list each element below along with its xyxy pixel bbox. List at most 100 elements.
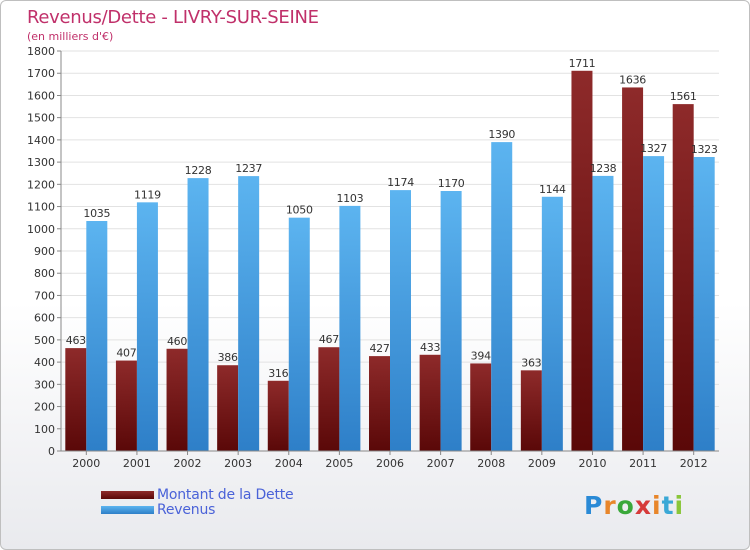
revenue-bar	[339, 205, 361, 451]
y-tick-label: 1100	[27, 201, 55, 214]
y-tick-label: 1600	[27, 89, 55, 102]
y-tick-label: 1300	[27, 156, 55, 169]
logo-letter: i	[674, 491, 685, 520]
y-tick-label: 1200	[27, 178, 55, 191]
y-tick-label: 400	[34, 356, 55, 369]
logo-letter: t	[661, 491, 675, 520]
debt-value-label: 1711	[569, 57, 596, 70]
debt-value-label: 394	[471, 349, 491, 362]
revenue-bar	[86, 221, 108, 451]
x-tick-label: 2003	[224, 457, 252, 470]
legend-label-debt: Montant de la Dette	[157, 486, 294, 503]
revenue-bar	[187, 178, 209, 451]
logo-letter: o	[616, 491, 635, 520]
debt-value-label: 433	[420, 341, 440, 354]
revenue-value-label: 1323	[691, 143, 718, 156]
revenue-value-label: 1238	[590, 162, 617, 175]
debt-bar	[369, 356, 390, 451]
debt-bar	[166, 348, 188, 451]
x-tick-label: 2001	[123, 457, 151, 470]
x-tick-label: 2007	[427, 457, 455, 470]
debt-value-label: 467	[319, 333, 339, 346]
y-tick-label: 1500	[27, 112, 55, 125]
debt-value-label: 1561	[670, 90, 697, 103]
debt-value-label: 407	[116, 347, 136, 360]
debt-bar	[318, 347, 340, 451]
debt-bar	[571, 70, 593, 452]
y-tick-label: 1800	[27, 45, 55, 58]
revenue-value-label: 1237	[235, 162, 262, 175]
revenue-value-label: 1144	[539, 183, 566, 196]
revenue-value-label: 1103	[336, 192, 363, 205]
revenue-bar	[288, 217, 310, 451]
y-tick-label: 1400	[27, 134, 55, 147]
debt-bar	[217, 365, 239, 451]
y-tick-label: 1000	[27, 223, 55, 236]
x-tick-label: 2009	[528, 457, 556, 470]
revenue-bar	[491, 142, 513, 451]
debt-value-label: 460	[167, 335, 187, 348]
legend-swatch-revenue	[101, 505, 154, 514]
x-tick-label: 2002	[174, 457, 202, 470]
legend-item-debt: Montant de la Dette	[101, 486, 294, 503]
revenue-bar	[440, 191, 462, 451]
x-tick-label: 2005	[325, 457, 353, 470]
debt-value-label: 363	[521, 356, 541, 369]
legend-label-revenue: Revenus	[157, 501, 216, 518]
x-tick-label: 2012	[680, 457, 708, 470]
revenue-value-label: 1390	[488, 128, 515, 141]
legend-swatch-debt	[101, 490, 154, 499]
debt-bar	[470, 363, 492, 451]
revenue-bar	[693, 157, 715, 451]
y-tick-label: 200	[34, 401, 55, 414]
y-tick-label: 700	[34, 289, 55, 302]
x-tick-label: 2004	[275, 457, 303, 470]
debt-bar	[672, 104, 694, 451]
x-tick-label: 2011	[629, 457, 657, 470]
debt-bar	[65, 348, 87, 451]
revenue-bar	[592, 175, 614, 451]
y-tick-label: 100	[34, 423, 55, 436]
debt-value-label: 316	[268, 367, 288, 380]
y-tick-label: 0	[48, 445, 55, 458]
logo-letter: i	[652, 491, 662, 520]
revenue-bar	[390, 190, 411, 451]
revenue-bar	[136, 202, 158, 451]
revenue-value-label: 1050	[286, 204, 313, 217]
debt-bar	[520, 370, 542, 451]
proxiti-logo: Proxiti	[584, 491, 684, 520]
debt-value-label: 1636	[619, 73, 646, 86]
debt-bar	[622, 87, 644, 451]
y-tick-label: 300	[34, 378, 55, 391]
revenue-bar	[238, 176, 260, 451]
legend-item-revenue: Revenus	[101, 501, 293, 518]
y-tick-label: 600	[34, 312, 55, 325]
chart-subtitle: (en milliers d'€)	[27, 30, 114, 43]
revenue-bar	[541, 196, 563, 451]
legend: Montant de la Dette Revenus	[101, 486, 294, 518]
debt-bar	[115, 360, 137, 451]
revenue-bar	[643, 156, 665, 451]
x-tick-label: 2006	[376, 457, 404, 470]
y-tick-label: 1700	[27, 67, 55, 80]
debt-bar	[419, 354, 441, 451]
logo-letter: P	[584, 491, 604, 520]
revenue-value-label: 1174	[387, 176, 414, 189]
bar-chart: 463 1035 407 1119 460 1228 386 1237 316 1050 467 11…	[27, 45, 719, 470]
x-tick-label: 2000	[72, 457, 100, 470]
logo-letter: x	[634, 491, 652, 520]
revenue-value-label: 1170	[438, 177, 465, 190]
debt-value-label: 427	[369, 342, 389, 355]
x-tick-label: 2010	[578, 457, 606, 470]
debt-value-label: 463	[66, 334, 86, 347]
revenue-value-label: 1119	[134, 188, 161, 201]
revenue-value-label: 1035	[83, 207, 110, 220]
debt-value-label: 386	[218, 351, 238, 364]
revenue-value-label: 1228	[185, 164, 212, 177]
y-tick-label: 900	[34, 245, 55, 258]
y-tick-label: 500	[34, 334, 55, 347]
chart-title: Revenus/Dette - LIVRY-SUR-SEINE	[27, 7, 319, 28]
revenue-value-label: 1327	[640, 142, 667, 155]
y-tick-label: 800	[34, 267, 55, 280]
